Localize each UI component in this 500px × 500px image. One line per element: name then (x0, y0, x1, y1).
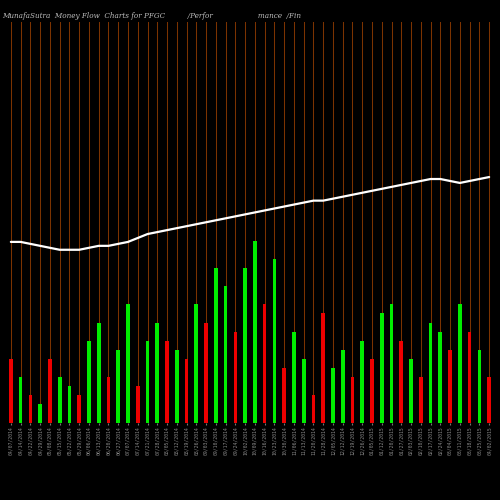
Bar (126, 304, 130, 422)
Bar (360, 340, 364, 422)
Bar (165, 340, 169, 422)
Bar (468, 332, 471, 422)
Bar (419, 377, 422, 422)
Bar (175, 350, 178, 422)
Bar (97, 322, 100, 422)
Bar (380, 314, 384, 422)
Bar (448, 350, 452, 422)
Bar (478, 350, 481, 422)
Bar (58, 377, 61, 422)
Bar (292, 332, 296, 422)
Bar (214, 268, 218, 422)
Bar (438, 332, 442, 422)
Bar (263, 304, 266, 422)
Bar (428, 322, 432, 422)
Bar (322, 314, 325, 422)
Bar (341, 350, 344, 422)
Bar (28, 395, 32, 422)
Bar (87, 340, 91, 422)
Bar (156, 322, 159, 422)
Bar (38, 404, 42, 422)
Bar (458, 304, 462, 422)
Bar (400, 340, 403, 422)
Bar (253, 240, 256, 422)
Bar (244, 268, 247, 422)
Bar (184, 359, 188, 422)
Bar (302, 359, 306, 422)
Bar (234, 332, 237, 422)
Bar (146, 340, 150, 422)
Bar (224, 286, 228, 422)
Bar (409, 359, 413, 422)
Bar (136, 386, 140, 422)
Bar (331, 368, 335, 422)
Bar (488, 377, 491, 422)
Bar (370, 359, 374, 422)
Bar (194, 304, 198, 422)
Bar (78, 395, 81, 422)
Bar (312, 395, 316, 422)
Bar (282, 368, 286, 422)
Bar (390, 304, 394, 422)
Bar (68, 386, 71, 422)
Bar (106, 377, 110, 422)
Bar (48, 359, 52, 422)
Text: MunafaSutra  Money Flow  Charts for PFGC          /Perfor                    man: MunafaSutra Money Flow Charts for PFGC /… (2, 12, 302, 20)
Bar (116, 350, 120, 422)
Bar (272, 259, 276, 422)
Bar (350, 377, 354, 422)
Bar (9, 359, 13, 422)
Bar (19, 377, 22, 422)
Bar (204, 322, 208, 422)
